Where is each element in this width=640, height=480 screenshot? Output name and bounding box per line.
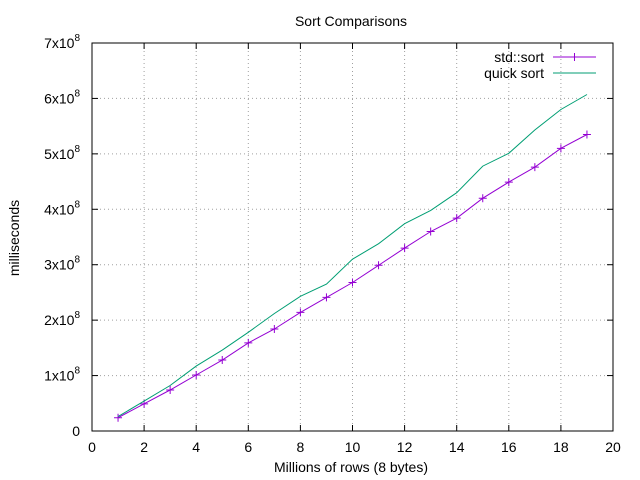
y-tick-label: 5x108 xyxy=(44,144,80,162)
data-point xyxy=(582,130,591,139)
plot-border xyxy=(91,42,614,432)
x-tick-label: 16 xyxy=(501,439,517,455)
data-point xyxy=(270,325,279,334)
series-quick-sort xyxy=(117,94,588,418)
data-point xyxy=(244,338,253,347)
x-tick-label: 18 xyxy=(553,439,569,455)
x-tick-label: 20 xyxy=(605,439,621,455)
data-point xyxy=(192,371,201,380)
y-tick-labels: 0 1x108 2x108 3x108 4x108 5x108 6x108 7x108 xyxy=(44,33,80,439)
x-tick-label: 14 xyxy=(449,439,465,455)
x-tick-label: 12 xyxy=(397,439,413,455)
data-point xyxy=(322,293,331,302)
x-tick-labels: 0 2 4 6 8 10 12 14 16 18 20 xyxy=(88,439,621,455)
x-axis-label: Millions of rows (8 bytes) xyxy=(274,459,428,475)
chart-title: Sort Comparisons xyxy=(295,13,407,29)
data-point xyxy=(166,385,175,394)
y-tick-label: 3x108 xyxy=(44,255,80,273)
x-tick-label: 6 xyxy=(244,439,252,455)
y-tick-label: 6x108 xyxy=(44,88,80,106)
legend-marker xyxy=(570,53,579,61)
data-point xyxy=(296,308,305,317)
y-tick-label: 0 xyxy=(72,423,80,439)
legend-label: quick sort xyxy=(484,65,544,81)
series-std-sort xyxy=(114,130,591,422)
data-point xyxy=(348,278,357,287)
data-point xyxy=(478,194,487,203)
grid-lines xyxy=(92,43,613,431)
x-tick-label: 4 xyxy=(192,439,200,455)
data-point xyxy=(452,214,461,223)
series-line xyxy=(117,94,588,418)
data-point xyxy=(114,413,123,422)
data-point xyxy=(374,261,383,270)
y-tick-label: 4x108 xyxy=(44,199,80,217)
x-tick-label: 0 xyxy=(88,439,96,455)
legend-label: std::sort xyxy=(494,49,544,65)
data-point xyxy=(556,144,565,153)
y-axis-label: milliseconds xyxy=(6,200,22,276)
x-tick-label: 10 xyxy=(345,439,361,455)
data-point xyxy=(426,227,435,236)
axes xyxy=(91,42,614,432)
data-point xyxy=(400,244,409,253)
data-point xyxy=(218,356,227,365)
y-tick-label: 1x108 xyxy=(44,366,80,384)
data-point xyxy=(530,163,539,172)
data-point xyxy=(504,178,513,187)
x-tick-label: 2 xyxy=(140,439,148,455)
data-series xyxy=(114,94,591,422)
y-tick-label: 2x108 xyxy=(44,310,80,328)
y-tick-label: 7x108 xyxy=(44,33,80,51)
x-tick-label: 8 xyxy=(297,439,305,455)
